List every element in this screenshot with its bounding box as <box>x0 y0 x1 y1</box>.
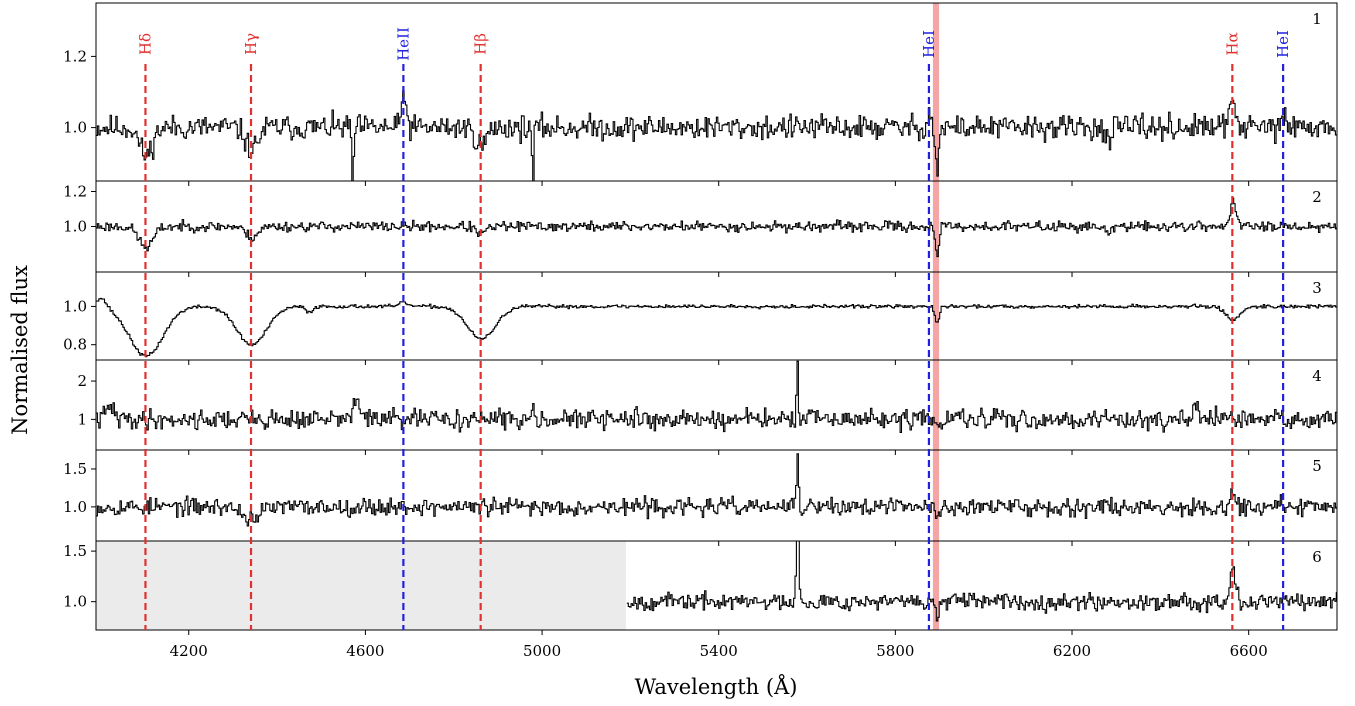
y-tick-label: 1.2 <box>63 183 87 201</box>
panel-1: 1.0 1.2 1 <box>63 3 1337 186</box>
panel-number: 3 <box>1312 279 1322 297</box>
y-tick-label: 1.0 <box>63 297 87 315</box>
panel-4: 1 2 4 <box>77 360 1337 455</box>
y-tick-label: 1.2 <box>63 47 87 65</box>
line-label: HeI <box>920 30 938 58</box>
y-tick-label: 1.0 <box>63 218 87 236</box>
panel-3: 0.8 1.0 3 <box>63 272 1337 365</box>
panel-2: 1.0 1.2 2 <box>63 181 1337 277</box>
y-axis-title: Normalised flux <box>8 265 32 435</box>
x-tick-label: 6600 <box>1230 642 1268 660</box>
line-label: Hβ <box>472 33 490 55</box>
panel-number: 4 <box>1312 367 1322 385</box>
y-tick-label: 1.0 <box>63 593 87 611</box>
spectrum-line-2 <box>96 198 1337 257</box>
panel-number: 6 <box>1312 548 1322 566</box>
panel-number: 1 <box>1312 10 1322 28</box>
panel-frame <box>96 3 1337 181</box>
panel-number: 5 <box>1312 457 1322 475</box>
y-tick-label: 1.0 <box>63 498 87 516</box>
spectrum-line-6 <box>627 541 1337 621</box>
panel-number: 2 <box>1312 188 1322 206</box>
spectra-panels: 1.0 1.2 1 1.0 1.2 2 0.8 1.0 3 1 2 4 1.0 1.5 5 1.0 1.5 6 Hδ… <box>63 3 1337 635</box>
line-label: Hα <box>1223 32 1241 55</box>
panel-frame <box>96 450 1337 541</box>
x-tick-label: 5000 <box>523 642 561 660</box>
y-tick-label: 1.0 <box>63 119 87 137</box>
y-tick-label: 0.8 <box>63 336 87 354</box>
x-axis: 4200 4600 5000 5400 5800 6200 6600 <box>170 642 1268 660</box>
line-label: Hγ <box>242 33 260 55</box>
no-coverage-region <box>96 541 626 630</box>
line-label: HeI <box>1274 30 1292 58</box>
panel-frame <box>96 272 1337 360</box>
panel-6: 1.0 1.5 6 <box>63 541 1337 635</box>
spectrum-line-5 <box>96 454 1337 526</box>
spectrum-line-1 <box>96 91 1337 181</box>
panel-frame <box>96 360 1337 450</box>
x-tick-label: 6200 <box>1053 642 1091 660</box>
line-label: HeII <box>394 27 412 61</box>
x-tick-label: 5400 <box>700 642 738 660</box>
y-tick-label: 1 <box>77 410 87 428</box>
panel-5: 1.0 1.5 5 <box>63 450 1337 546</box>
spectrum-line-4 <box>96 361 1337 432</box>
y-tick-label: 1.5 <box>63 542 87 560</box>
x-axis-title: Wavelength (Å) <box>635 674 798 699</box>
x-tick-label: 5800 <box>876 642 914 660</box>
x-tick-label: 4200 <box>170 642 208 660</box>
spectrum-line-3 <box>96 298 1337 356</box>
y-tick-label: 1.5 <box>63 460 87 478</box>
y-tick-label: 2 <box>77 372 87 390</box>
line-label: Hδ <box>136 33 154 55</box>
x-tick-label: 4600 <box>346 642 384 660</box>
